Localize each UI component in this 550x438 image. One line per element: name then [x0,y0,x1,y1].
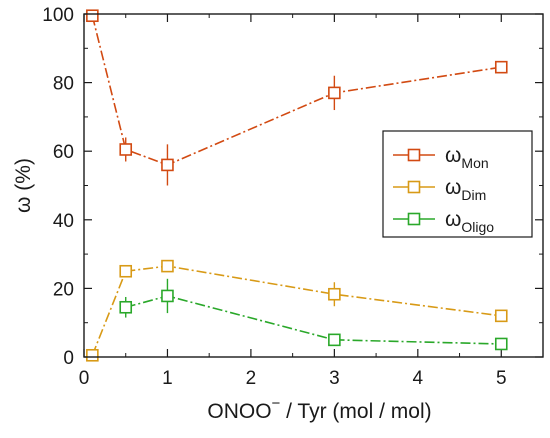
data-point-marker [86,348,99,362]
legend-item-mon: ωMon [393,144,489,171]
legend-label-subscript: Dim [461,187,486,203]
x-tick-label: 1 [162,368,173,389]
data-point-marker [119,143,133,156]
series-mon [86,9,508,186]
legend-label: ωOligo [445,208,494,235]
y-tick-label: 60 [53,142,74,163]
data-point-marker [161,259,174,273]
legend-marker [407,180,421,194]
plot-series [86,9,508,362]
legend-marker [407,148,421,162]
data-point-marker [328,287,341,301]
data-point-marker [328,86,341,100]
y-tick-label: 0 [63,348,74,369]
data-point-marker [494,309,508,323]
series-line [125,295,502,345]
y-tick-label: 100 [42,5,74,26]
x-tick-label: 5 [496,368,507,389]
series-line [91,265,502,356]
y-tick-label: 40 [53,211,74,232]
y-axis-label: ω (%) [12,158,35,213]
x-axis-label-main: ONOO [207,400,271,423]
x-axis-label-rest: / Tyr (mol / mol) [280,400,431,423]
x-tick-label: 2 [246,368,257,389]
x-tick-label: 3 [329,368,340,389]
legend-marker [407,212,421,226]
axis-ticks: 0 1 2 3 4 5 0 20 40 60 80 100 [42,5,543,389]
data-point-marker [119,264,133,278]
legend-label-subscript: Oligo [461,219,494,235]
x-tick-label: 4 [413,368,424,389]
legend-label-symbol: ω [445,144,461,167]
plot-area-frame [83,13,544,358]
x-axis-label-superscript: − [272,395,281,412]
legend-item-dim: ωDim [393,176,486,203]
legend-label: ωMon [445,144,489,171]
legend-label-symbol: ω [445,208,461,231]
y-tick-label: 20 [53,279,74,300]
data-point-marker [494,337,508,351]
legend-label: ωDim [445,176,486,203]
data-point-marker [161,158,174,172]
data-point-marker [161,289,174,303]
legend-label-subscript: Mon [461,155,488,171]
y-tick-label: 80 [53,74,74,95]
series-oligo [119,278,508,351]
data-point-marker [328,333,341,347]
x-axis-label: ONOO− / Tyr (mol / mol) [207,395,431,423]
data-point-marker [86,9,99,23]
data-point-marker [119,300,133,314]
x-tick-label: 0 [79,368,90,389]
legend-item-oligo: ωOligo [393,208,494,235]
legend-label-symbol: ω [445,176,461,199]
series-dim [86,259,508,362]
data-point-marker [494,60,508,74]
